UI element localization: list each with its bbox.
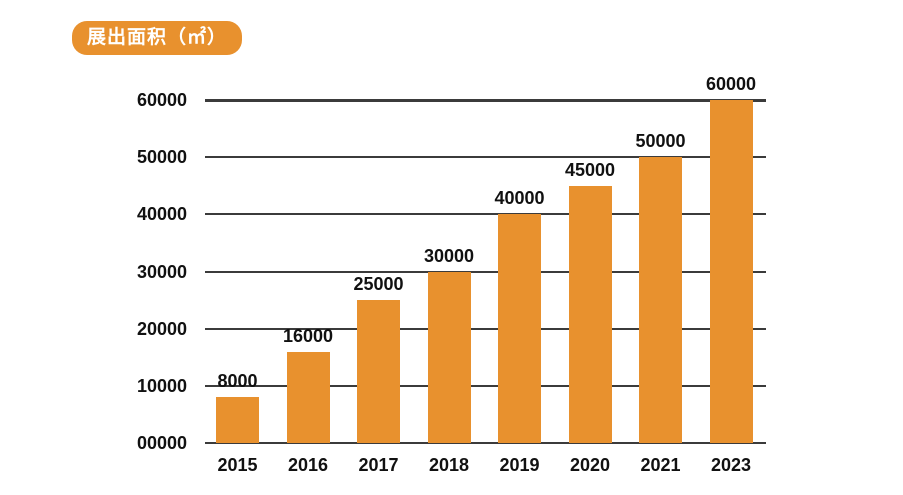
bar-value-label: 40000 [494, 188, 545, 209]
x-axis-tick-label: 2018 [428, 455, 470, 475]
y-axis-tick-label: 40000 [136, 204, 187, 225]
x-axis-tick-label: 2020 [569, 455, 611, 475]
bar-value-label: 16000 [282, 325, 334, 346]
y-axis-tick-label: 10000 [136, 375, 187, 396]
y-axis-tick-label: 20000 [136, 318, 187, 339]
bar-value-label: 25000 [353, 274, 404, 295]
x-axis-tick-label: 2016 [287, 455, 329, 475]
y-axis-tick-label: 00000 [136, 433, 187, 453]
plot-area: 00000 10000 20000 30000 40000 50000 60000 8000 2… [137, 74, 766, 475]
bar [709, 100, 753, 443]
y-axis-tick-label: 30000 [136, 261, 187, 282]
bar [357, 300, 400, 443]
gridline [205, 442, 766, 444]
bar [639, 157, 682, 443]
gridline [205, 213, 766, 216]
bar-value-label: 50000 [635, 131, 686, 152]
gridline [205, 270, 766, 273]
y-axis-tick-label: 60000 [136, 90, 187, 110]
bar [427, 271, 471, 443]
gridline [205, 156, 766, 159]
bar-value-label: 60000 [705, 74, 757, 94]
x-axis-tick-label: 2017 [358, 455, 399, 475]
gridline [205, 384, 766, 387]
bar-value-label: 45000 [564, 159, 616, 180]
gridline [205, 98, 766, 102]
bar-value-label: 30000 [423, 245, 475, 266]
x-axis-tick-label: 2023 [710, 455, 752, 475]
bar [286, 351, 330, 443]
bar [568, 185, 612, 443]
gridline [205, 327, 766, 330]
bar-value-label: 8000 [217, 371, 258, 392]
x-axis-tick-label: 2019 [499, 455, 540, 475]
x-axis-tick-label: 2021 [640, 455, 681, 475]
y-axis-tick-label: 50000 [136, 147, 187, 168]
bar [216, 397, 259, 443]
x-axis-tick-label: 2015 [217, 455, 258, 475]
bar [498, 214, 541, 443]
chart-title-badge: 展出面积（㎡） [72, 21, 243, 55]
